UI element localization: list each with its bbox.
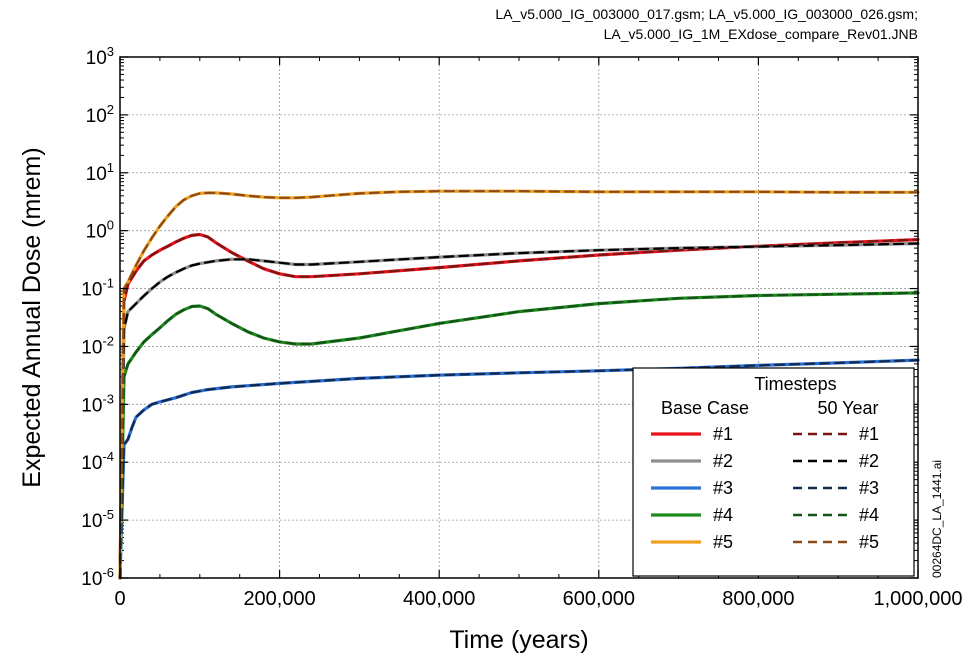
series-line-50yr-3: [118, 359, 920, 580]
header-filenames-line-1: LA_v5.000_IG_003000_017.gsm; LA_v5.000_I…: [495, 6, 918, 22]
legend-label-base-2: #2: [713, 451, 733, 471]
legend-header-50-year: 50 Year: [817, 398, 878, 418]
y-tick-label: 102: [86, 102, 114, 127]
legend-label-base-4: #4: [713, 505, 733, 525]
x-axis-ticks: 0 200,000 400,000 600,000 800,000 1,000,000: [114, 57, 962, 610]
legend-title: Timesteps: [754, 374, 836, 394]
series-line-50yr-5: [118, 190, 920, 580]
y-tick-label: 10-2: [81, 333, 114, 358]
x-tick-label: 200,000: [243, 588, 315, 610]
y-tick-label: 101: [86, 160, 114, 185]
y-tick-label: 10-3: [81, 391, 114, 416]
legend-entries: #1 #1 #2 #2 #3 #3 #4 #4 #5 #5: [651, 424, 879, 552]
x-axis-title: Time (years): [449, 626, 588, 654]
legend-label-50yr-2: #2: [859, 451, 879, 471]
legend-label-base-3: #3: [713, 478, 733, 498]
y-tick-label: 10-6: [81, 565, 114, 590]
legend-label-50yr-5: #5: [859, 532, 879, 552]
x-tick-label: 0: [114, 588, 125, 610]
x-tick-label: 400,000: [403, 588, 475, 610]
y-tick-label: 10-1: [81, 276, 114, 301]
series-layer: [118, 189, 920, 580]
y-tick-label: 100: [86, 218, 114, 243]
y-axis-ticks: 10-6 10-5 10-4 10-3 10-2 10-1 100 101 102 103: [81, 44, 918, 590]
y-axis-title: Expected Annual Dose (mrem): [18, 147, 46, 487]
legend-label-base-1: #1: [713, 424, 733, 444]
legend-label-base-5: #5: [713, 532, 733, 552]
x-tick-label: 1,000,000: [874, 588, 963, 610]
series-line-50yr-4: [118, 291, 920, 580]
series-line-50yr-2: [118, 242, 920, 580]
legend-label-50yr-3: #3: [859, 478, 879, 498]
legend-header-base-case: Base Case: [661, 398, 749, 418]
y-tick-label: 10-5: [81, 507, 114, 532]
legend-label-50yr-1: #1: [859, 424, 879, 444]
y-tick-label: 10-4: [81, 449, 114, 474]
y-tick-label: 103: [86, 44, 114, 69]
legend: Timesteps Base Case 50 Year #1 #1 #2 #2 #3 #3…: [632, 367, 915, 577]
series-line-50yr-1: [118, 233, 920, 580]
x-tick-label: 800,000: [722, 588, 794, 610]
plot-frame: [119, 56, 919, 579]
header-filenames-line-2: LA_v5.000_IG_1M_EXdose_compare_Rev01.JNB: [603, 26, 918, 42]
x-tick-label: 600,000: [563, 588, 635, 610]
legend-label-50yr-4: #4: [859, 505, 879, 525]
